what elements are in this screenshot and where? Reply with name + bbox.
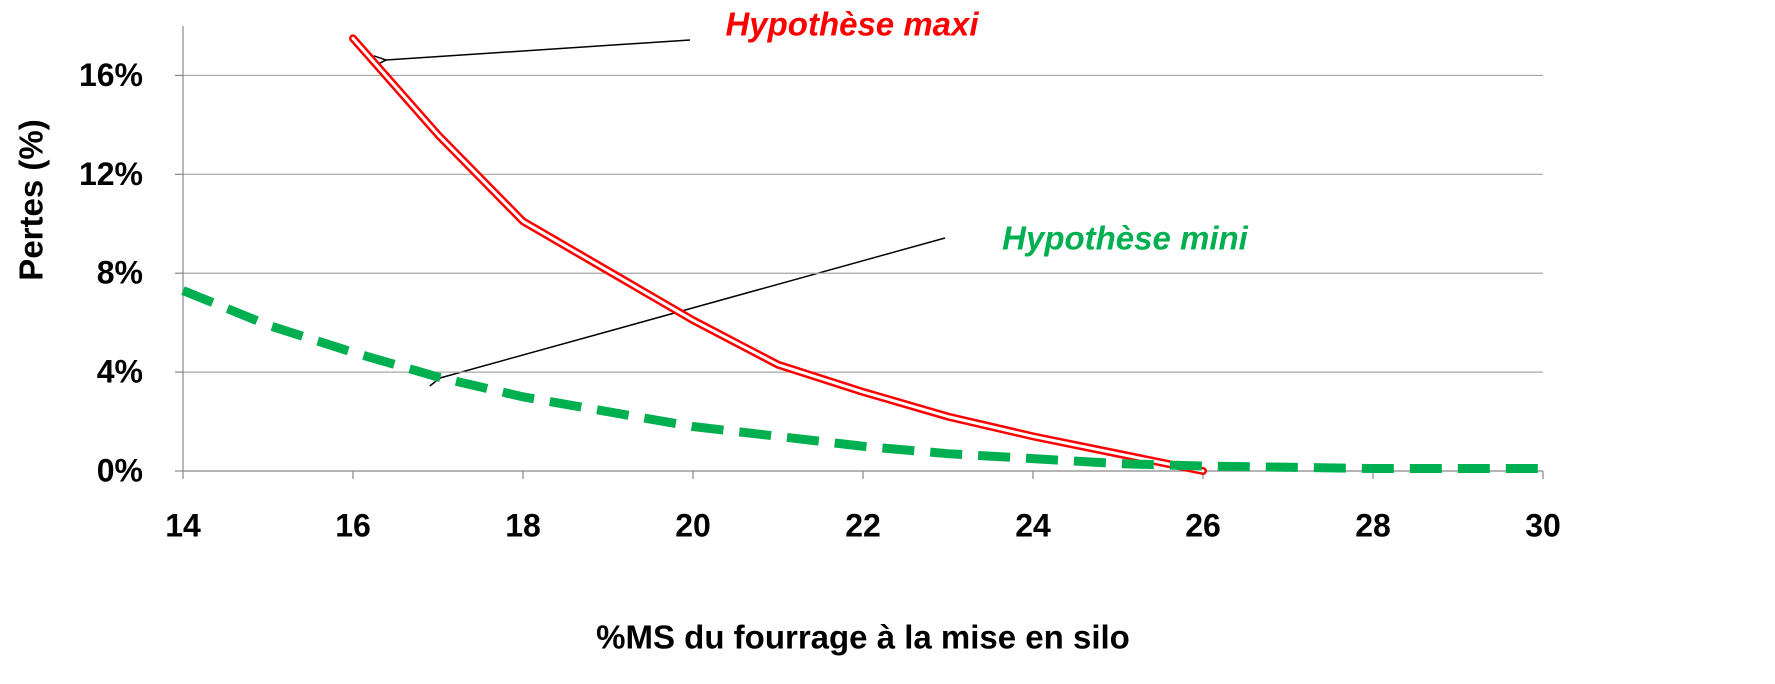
x-tick-label: 22 (845, 507, 881, 543)
y-tick-label: 4% (97, 354, 143, 390)
annotation-arrow (440, 237, 946, 378)
x-tick-label: 20 (675, 507, 711, 543)
annotation-label: Hypothèse mini (1002, 220, 1249, 257)
x-tick-label: 24 (1015, 507, 1051, 543)
annotation-arrow (386, 39, 691, 60)
x-tick-label: 30 (1525, 507, 1561, 543)
y-tick-label: 16% (79, 57, 143, 93)
x-tick-label: 18 (505, 507, 541, 543)
y-axis-title: Pertes (%) (13, 119, 50, 280)
x-tick-label: 14 (165, 507, 201, 543)
series-line (181, 286, 1543, 474)
y-tick-label: 0% (97, 452, 143, 488)
y-tick-label: 8% (97, 255, 143, 291)
x-tick-label: 28 (1355, 507, 1391, 543)
x-tick-label: 16 (335, 507, 371, 543)
annotation-label: Hypothèse maxi (725, 6, 979, 43)
x-tick-label: 26 (1185, 507, 1221, 543)
x-axis-title: %MS du fourrage à la mise en silo (596, 619, 1130, 656)
y-tick-label: 12% (79, 156, 143, 192)
series-line-inner (351, 36, 1205, 473)
